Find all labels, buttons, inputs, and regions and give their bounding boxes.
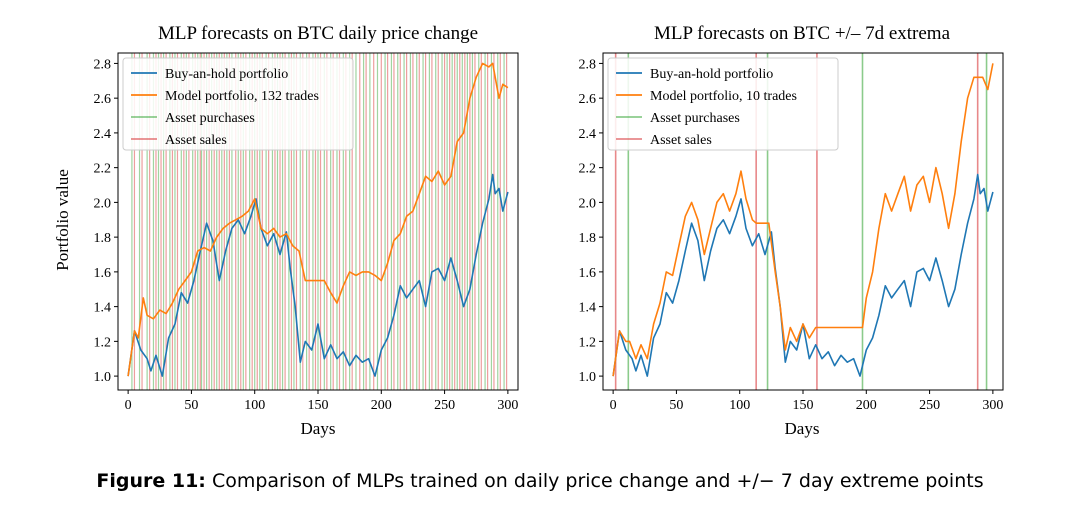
right-legend-label-sales: Asset sales (650, 133, 712, 148)
figure-caption-text: Comparison of MLPs trained on daily pric… (211, 470, 984, 492)
left-x-tick-label: 0 (125, 398, 132, 413)
right-legend-label-purchases: Asset purchases (650, 111, 740, 126)
right-y-tick-label: 2.2 (579, 162, 597, 177)
right-y-tick-label: 1.6 (579, 266, 597, 281)
right-y-tick-label: 2.6 (579, 92, 597, 107)
left-y-tick-label: 1.6 (94, 266, 112, 281)
figure-caption: Figure 11: Comparison of MLPs trained on… (0, 470, 1080, 492)
left-buy-hold-line (127, 173, 509, 377)
left-legend-label-sales: Asset sales (165, 133, 227, 148)
left-model-line (127, 62, 509, 377)
left-x-tick-label: 250 (434, 398, 455, 413)
left-x-tick-label: 150 (308, 398, 329, 413)
left-y-tick-label: 1.8 (94, 231, 112, 246)
left-legend-label-purchases: Asset purchases (165, 111, 255, 126)
right-y-tick-label: 1.4 (579, 301, 597, 316)
right-x-axis-label: Days (785, 419, 820, 438)
left-legend (122, 57, 354, 151)
left-y-tick-label: 1.2 (94, 335, 112, 350)
right-x-tick-label: 100 (729, 398, 750, 413)
left-y-tick-label: 1.0 (94, 370, 112, 385)
right-x-tick-label: 300 (982, 398, 1003, 413)
right-y-tick-label: 2.4 (579, 127, 597, 142)
right-y-tick-label: 1.0 (579, 370, 597, 385)
left-y-tick-label: 2.0 (94, 196, 112, 211)
left-legend-label-model: Model portfolio, 132 trades (165, 89, 319, 104)
left-x-tick-label: 300 (497, 398, 518, 413)
right-y-tick-label: 2.8 (579, 57, 597, 72)
right-model-line (612, 63, 994, 377)
right-chart-panel: MLP forecasts on BTC +/– 7d extrema Days… (579, 23, 1004, 438)
left-y-tick-label: 1.4 (94, 301, 112, 316)
left-chart-panel: MLP forecasts on BTC daily price change … (53, 23, 519, 438)
left-chart-title: MLP forecasts on BTC daily price change (158, 23, 478, 44)
right-x-tick-label: 200 (856, 398, 877, 413)
right-legend-label-buy-hold: Buy-an-hold portfolio (650, 67, 773, 82)
right-y-tick-label: 1.8 (579, 231, 597, 246)
left-x-tick-label: 50 (184, 398, 198, 413)
left-x-axis-label: Days (301, 419, 336, 438)
right-legend (607, 57, 839, 151)
left-y-axis-label: Portfolio value (53, 169, 72, 271)
right-legend-label-model: Model portfolio, 10 trades (650, 89, 797, 104)
figure-caption-label: Figure 11: (96, 470, 206, 492)
left-y-tick-label: 2.4 (94, 127, 112, 142)
right-buy-hold-line (612, 173, 994, 377)
left-legend-label-buy-hold: Buy-an-hold portfolio (165, 67, 288, 82)
right-y-tick-label: 2.0 (579, 196, 597, 211)
right-x-tick-label: 0 (610, 398, 617, 413)
left-y-tick-label: 2.2 (94, 162, 112, 177)
left-y-tick-label: 2.8 (94, 57, 112, 72)
right-y-tick-label: 1.2 (579, 335, 597, 350)
right-x-tick-label: 250 (919, 398, 940, 413)
left-y-tick-label: 2.6 (94, 92, 112, 107)
right-x-tick-label: 150 (793, 398, 814, 413)
left-x-tick-label: 100 (244, 398, 265, 413)
right-chart-title: MLP forecasts on BTC +/– 7d extrema (654, 23, 951, 44)
right-x-tick-label: 50 (669, 398, 683, 413)
left-x-tick-label: 200 (371, 398, 392, 413)
